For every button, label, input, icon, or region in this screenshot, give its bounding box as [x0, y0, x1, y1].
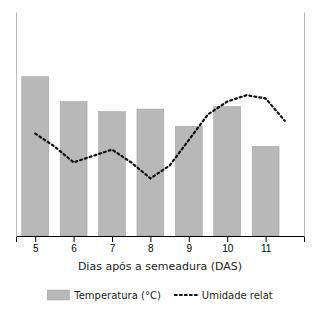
x-tick-mark: [266, 236, 267, 242]
x-tick: 11: [261, 236, 272, 254]
plot-area: 5 6 7 8 9 10 11 Dias após a semeadura (DAS): [17, 13, 305, 274]
bar: [22, 77, 49, 236]
bar: [99, 112, 126, 236]
legend-item: Umidade relat: [175, 290, 273, 301]
bar: [60, 102, 87, 236]
y2-axis-line: [304, 13, 305, 237]
x-axis-line: [17, 237, 305, 243]
legend-swatch: [47, 290, 69, 300]
bars: [22, 77, 279, 236]
x-tick: 8: [148, 236, 154, 254]
legend-label: Temperatura (°C): [73, 290, 161, 301]
y-axis-line: [16, 13, 17, 237]
bar: [214, 107, 241, 236]
x-tick: 6: [71, 236, 77, 254]
x-tick-mark: [227, 236, 228, 242]
x-tick-label: 10: [222, 243, 234, 254]
chart-container: 5 6 7 8 9 10 11 Dias após a semeadura (DAS) Temp…: [0, 0, 320, 320]
legend-swatch: [175, 294, 197, 296]
x-axis-title: Dias após a semeadura (DAS): [78, 260, 242, 273]
x-tick-mark: [112, 236, 113, 242]
x-tick-label: 7: [110, 243, 116, 254]
x-tick: 10: [222, 236, 234, 254]
legend-label: Umidade relat: [202, 290, 273, 301]
x-tick-label: 5: [33, 243, 39, 254]
y2-axis: [304, 13, 305, 237]
bar: [175, 126, 202, 236]
x-tick: 7: [110, 236, 116, 254]
bar: [252, 146, 279, 236]
y-axis: [16, 13, 17, 237]
x-tick-mark: [150, 236, 151, 242]
x-tick-mark: [35, 236, 36, 242]
chart-svg: 5 6 7 8 9 10 11 Dias após a semeadura (DAS) Temp…: [0, 0, 320, 320]
x-tick-mark: [189, 236, 190, 242]
x-tick-mark: [74, 236, 75, 242]
line: [35, 95, 285, 178]
x-tick-label: 8: [148, 243, 154, 254]
x-tick-label: 11: [261, 243, 272, 254]
legend: Temperatura (°C) Umidade relat: [47, 290, 272, 301]
x-tick: 9: [187, 236, 193, 254]
x-axis: 5 6 7 8 9 10 11: [17, 236, 305, 254]
x-tick-label: 9: [187, 243, 193, 254]
x-tick-label: 6: [71, 243, 77, 254]
marks: [22, 77, 285, 236]
legend-item: Temperatura (°C): [47, 290, 161, 301]
x-tick: 5: [33, 236, 39, 254]
